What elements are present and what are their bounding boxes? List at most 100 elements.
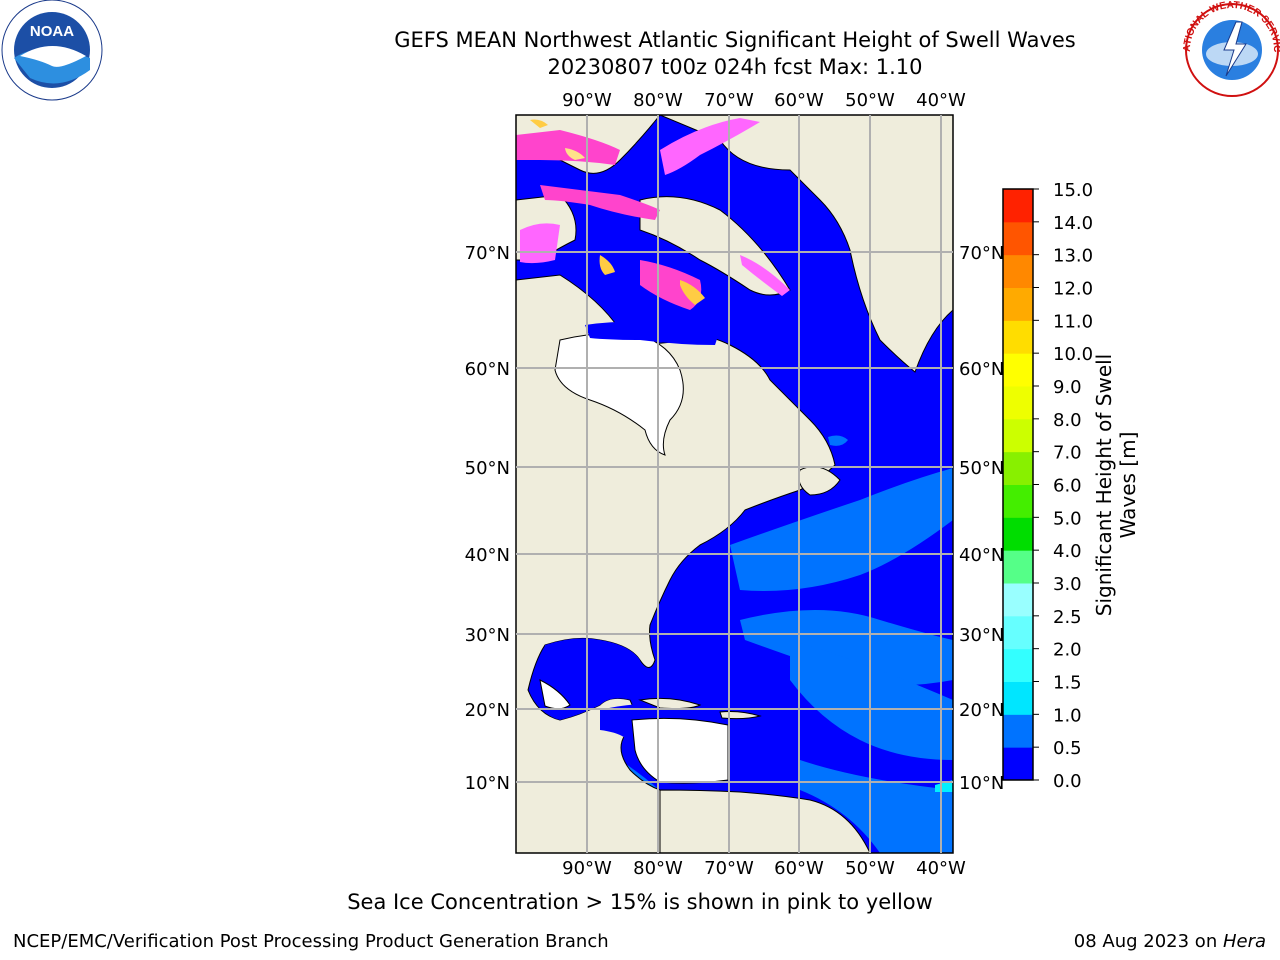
lon-tick-label: 70°W bbox=[704, 90, 754, 111]
lat-tick-label: 50°N bbox=[959, 458, 1004, 479]
colorbar-segment bbox=[1003, 353, 1033, 387]
footer-date-text: 08 Aug 2023 on bbox=[1073, 931, 1223, 952]
colorbar-tick-label: 3.0 bbox=[1053, 574, 1082, 595]
sea-ice-area bbox=[640, 260, 702, 310]
lon-tick-label: 70°W bbox=[704, 858, 754, 879]
colorbar-segment bbox=[1003, 648, 1033, 682]
swell-band-mid bbox=[828, 435, 848, 446]
lat-tick-label: 40°N bbox=[959, 545, 1004, 566]
lat-tick-label: 10°N bbox=[465, 773, 510, 794]
colorbar-segment bbox=[1003, 189, 1033, 223]
lat-tick-label: 40°N bbox=[465, 545, 510, 566]
colorbar-label-line2: Waves [m] bbox=[1116, 431, 1140, 539]
lat-labels-right: 70°N 60°N 50°N 40°N 30°N 20°N 10°N bbox=[959, 243, 1004, 794]
lon-tick-label: 60°W bbox=[774, 90, 824, 111]
lat-tick-label: 60°N bbox=[465, 359, 510, 380]
colorbar-label-line1: Significant Height of Swell bbox=[1092, 353, 1116, 617]
sea-ice-area bbox=[660, 118, 760, 175]
colorbar-tick-label: 1.0 bbox=[1053, 705, 1082, 726]
lat-tick-label: 30°N bbox=[959, 625, 1004, 646]
sea-ice-area bbox=[520, 223, 560, 264]
swell-band-mid bbox=[800, 760, 953, 853]
lat-tick-label: 10°N bbox=[959, 773, 1004, 794]
lat-tick-label: 20°N bbox=[465, 700, 510, 721]
colorbar-tick-label: 13.0 bbox=[1053, 246, 1093, 267]
colorbar-segment bbox=[1003, 583, 1033, 617]
colorbar-tick-label: 11.0 bbox=[1053, 311, 1093, 332]
colorbar-tick-label: 6.0 bbox=[1053, 476, 1082, 497]
sea-ice-area bbox=[599, 255, 615, 275]
footer-host: Hera bbox=[1222, 931, 1266, 952]
colorbar-segment bbox=[1003, 714, 1033, 748]
lon-tick-label: 40°W bbox=[916, 858, 966, 879]
swell-band-mid bbox=[740, 610, 953, 685]
colorbar-tick-label: 8.0 bbox=[1053, 410, 1082, 431]
colorbar-segment bbox=[1003, 386, 1033, 420]
lon-labels-bottom: 90°W 80°W 70°W 60°W 50°W 40°W bbox=[562, 858, 966, 879]
colorbar-legend: 0.0 0.5 1.0 1.5 2.0 2.5 3.0 4.0 5.0 6.0 7.0 8.0 9.0 1… bbox=[1002, 180, 1093, 792]
gulf-nodata bbox=[539, 679, 571, 710]
nws-logo: NATIONAL WEATHER SERVICE bbox=[1180, 0, 1280, 97]
graticule bbox=[516, 115, 953, 853]
colorbar-segment bbox=[1003, 681, 1033, 715]
sea-ice-area bbox=[516, 130, 620, 165]
sea-ice-area bbox=[740, 255, 790, 296]
noaa-logo-text: NOAA bbox=[30, 23, 74, 40]
colorbar-segment bbox=[1003, 484, 1033, 518]
colorbar-tick-label: 10.0 bbox=[1053, 344, 1093, 365]
colorbar-segment bbox=[1003, 550, 1033, 584]
lon-tick-label: 90°W bbox=[562, 90, 612, 111]
map-subtitle: 20230807 t00z 024h fcst Max: 1.10 bbox=[547, 55, 923, 79]
lon-tick-label: 60°W bbox=[774, 858, 824, 879]
colorbar-tick-label: 5.0 bbox=[1053, 508, 1082, 529]
lat-tick-label: 70°N bbox=[465, 243, 510, 264]
colorbar-segment bbox=[1003, 517, 1033, 551]
lon-tick-label: 90°W bbox=[562, 858, 612, 879]
colorbar-tick-label: 15.0 bbox=[1053, 180, 1093, 201]
sea-ice-area bbox=[530, 119, 548, 128]
colorbar-segment bbox=[1003, 615, 1033, 650]
lat-tick-label: 20°N bbox=[959, 700, 1004, 721]
colorbar-segment bbox=[1003, 254, 1033, 288]
colorbar-tick-label: 0.0 bbox=[1053, 771, 1082, 792]
lat-labels-left: 70°N 60°N 50°N 40°N 30°N 20°N 10°N bbox=[465, 243, 510, 794]
hudson-strait-water bbox=[585, 321, 720, 345]
map-frame bbox=[515, 114, 954, 854]
sea-ice-area bbox=[540, 185, 660, 220]
colorbar-segment bbox=[1003, 320, 1033, 354]
lon-tick-label: 50°W bbox=[845, 90, 895, 111]
sea-ice-caption: Sea Ice Concentration > 15% is shown in … bbox=[347, 890, 933, 914]
colorbar-tick-label: 12.0 bbox=[1053, 279, 1093, 300]
lat-tick-label: 30°N bbox=[465, 625, 510, 646]
lon-tick-label: 80°W bbox=[633, 90, 683, 111]
colorbar-tick-label: 4.0 bbox=[1053, 541, 1082, 562]
lat-tick-label: 70°N bbox=[959, 243, 1004, 264]
footer-credit: NCEP/EMC/Verification Post Processing Pr… bbox=[13, 931, 609, 952]
lon-tick-label: 50°W bbox=[845, 858, 895, 879]
lon-tick-label: 40°W bbox=[916, 90, 966, 111]
colorbar-tick-label: 0.5 bbox=[1053, 738, 1082, 759]
colorbar-segment bbox=[1003, 451, 1033, 485]
colorbar-segment bbox=[1003, 418, 1033, 453]
colorbar-segment bbox=[1003, 287, 1033, 321]
footer-date: 08 Aug 2023 on Hera bbox=[1074, 931, 1266, 952]
colorbar-tick-label: 2.0 bbox=[1053, 640, 1082, 661]
map-title: GEFS MEAN Northwest Atlantic Significant… bbox=[394, 28, 1076, 52]
lat-tick-label: 50°N bbox=[465, 458, 510, 479]
land-south-america bbox=[659, 789, 871, 853]
swell-band-mid bbox=[790, 640, 953, 760]
colorbar-segment bbox=[1003, 747, 1033, 781]
swell-band-mid bbox=[730, 468, 953, 591]
map-area bbox=[516, 115, 953, 853]
colorbar-tick-label: 2.5 bbox=[1053, 607, 1082, 628]
lat-tick-label: 60°N bbox=[959, 359, 1004, 380]
sea-ice-area bbox=[565, 148, 585, 160]
lon-tick-label: 80°W bbox=[633, 858, 683, 879]
noaa-logo: NOAA bbox=[1, 0, 103, 101]
colorbar-tick-label: 9.0 bbox=[1053, 377, 1082, 398]
lon-labels-top: 90°W 80°W 70°W 60°W 50°W 40°W bbox=[562, 90, 966, 111]
colorbar-tick-label: 7.0 bbox=[1053, 443, 1082, 464]
land-greenland bbox=[659, 115, 953, 373]
colorbar-segment bbox=[1003, 221, 1033, 256]
